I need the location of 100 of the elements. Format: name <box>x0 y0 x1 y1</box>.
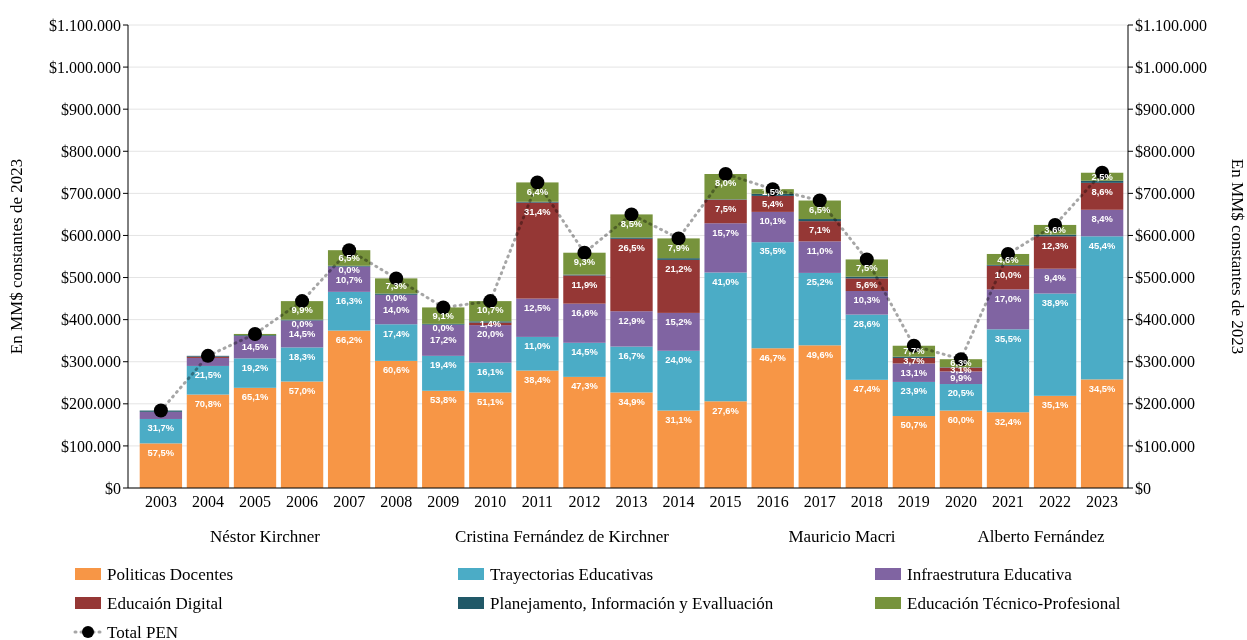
x-tick-label: 2010 <box>474 493 507 510</box>
y2-tick-label: $300.000 <box>1135 353 1195 371</box>
y2-axis-title: En MM$ constantes de 2023 <box>1228 158 1247 355</box>
y2-tick-label: $1.100.000 <box>1135 16 1207 34</box>
x-tick-label: 2015 <box>709 493 742 510</box>
annotation: 0,0% <box>432 321 455 333</box>
y-tick-label: $1.100.000 <box>49 16 121 34</box>
x-tick-label: 2004 <box>191 493 224 510</box>
x-tick-label: 2021 <box>991 493 1024 510</box>
annotation: 38,9% <box>1041 296 1069 308</box>
x-tick-label: 2022 <box>1039 493 1072 510</box>
legend-label: Educación Técnico-Profesional <box>907 593 1121 613</box>
x-tick-label: 2003 <box>144 493 177 510</box>
y2-tick-label: $0 <box>1135 479 1151 497</box>
annotation: 10,1% <box>759 215 787 227</box>
annotation: 16,1% <box>477 365 505 377</box>
annotation: 17,4% <box>382 327 411 339</box>
x-tick-label: 2023 <box>1086 493 1119 510</box>
annotation: 60,6% <box>382 364 411 376</box>
annotation: 6,3% <box>950 357 973 369</box>
annotation: 9,9% <box>291 304 314 316</box>
annotation: 65,1% <box>241 391 269 403</box>
annotation: 12,5% <box>524 301 552 313</box>
annotation: 66,2% <box>335 333 364 345</box>
annotation: 16,7% <box>618 349 646 361</box>
annotation: 45,4% <box>1088 239 1117 251</box>
annotation: 20,0% <box>477 328 505 340</box>
annotation: 14,5% <box>241 341 269 353</box>
y2-tick-label: $900.000 <box>1135 100 1195 118</box>
annotation: 5,4% <box>762 198 785 210</box>
legend-label: Trayectorias Educativas <box>490 564 654 584</box>
annotation: 7,5% <box>714 202 737 214</box>
y2-tick-label: $1.000.000 <box>1135 58 1207 76</box>
annotation: 11,0% <box>806 244 834 256</box>
text: Cristina Fernández de Kirchner <box>455 527 670 546</box>
x-tick-label: 2012 <box>568 493 601 510</box>
annotation: 60,0% <box>947 413 975 425</box>
annotation: 8,0% <box>714 177 737 189</box>
x-tick-label: 2018 <box>850 493 883 510</box>
annotation: 14,5% <box>571 346 599 358</box>
y-tick-label: $800.000 <box>61 142 121 160</box>
annotation: 10,7% <box>335 273 364 285</box>
annotation: 17,2% <box>429 333 458 345</box>
y-tick-label: $400.000 <box>61 311 121 329</box>
annotation: 16,3% <box>335 295 364 307</box>
annotation: 7,5% <box>856 262 879 274</box>
text: Mauricio Macri <box>788 527 896 546</box>
annotation: 35,5% <box>759 245 787 257</box>
annotation: 50,7% <box>900 419 928 431</box>
annotation: 10,3% <box>853 294 881 306</box>
annotation: 31,1% <box>665 413 693 425</box>
annotation: 6,4% <box>526 185 549 197</box>
annotation: 0,0% <box>385 292 408 304</box>
x-tick-label: 2020 <box>944 493 977 510</box>
x-tick-label: 2013 <box>615 493 648 510</box>
annotation: 47,4% <box>853 383 881 395</box>
annotation: 46,7% <box>759 351 787 363</box>
annotation: 15,7% <box>712 226 740 238</box>
y-tick-label: $100.000 <box>61 437 121 455</box>
legend-label: Educaión Digital <box>107 593 223 613</box>
x-tick-label: 2017 <box>803 493 836 510</box>
annotation: 38,4% <box>524 373 552 385</box>
annotation: 13,1% <box>900 366 928 378</box>
annotation: 24,0% <box>665 354 693 366</box>
legend-label: Politicas Docentes <box>107 564 234 584</box>
annotation: 49,6% <box>806 348 834 360</box>
annotation: 4,6% <box>997 253 1020 265</box>
annotation: 35,1% <box>1041 399 1069 411</box>
annotation: 23,9% <box>900 385 928 397</box>
annotation: 7,1% <box>809 224 832 236</box>
y-tick-label: $700.000 <box>61 184 121 202</box>
y2-tick-label: $800.000 <box>1135 142 1195 160</box>
annotation: 7,7% <box>903 345 926 357</box>
annotation: 8,4% <box>1091 213 1114 225</box>
annotation: 1,4% <box>479 318 502 330</box>
y-tick-label: $900.000 <box>61 100 121 118</box>
annotation: 26,5% <box>618 242 646 254</box>
annotation: 19,4% <box>429 359 458 371</box>
annotation: 53,8% <box>429 394 458 406</box>
annotation: 70,8% <box>194 397 222 409</box>
annotation: 34,9% <box>618 395 646 407</box>
annotation: 15,2% <box>665 316 693 328</box>
y-tick-label: $1.000.000 <box>49 58 121 76</box>
x-tick-label: 2009 <box>427 493 460 510</box>
annotation: 8,5% <box>620 217 643 229</box>
annotation: 11,9% <box>571 278 599 290</box>
y-tick-label: $600.000 <box>61 227 121 245</box>
y-tick-label: $500.000 <box>61 269 121 287</box>
y2-tick-label: $100.000 <box>1135 437 1195 455</box>
annotation: 21,2% <box>665 263 693 275</box>
y2-tick-label: $600.000 <box>1135 227 1195 245</box>
annotation: 6,5% <box>338 252 361 264</box>
legend-label: Total PEN <box>107 622 179 640</box>
y-tick-label: $0 <box>105 479 121 497</box>
annotation: 9,1% <box>432 309 455 321</box>
annotation: 51,1% <box>477 395 505 407</box>
x-tick-label: 2014 <box>662 493 695 510</box>
annotation: 3,6% <box>1044 224 1067 236</box>
legend-label: Infraestrutura Educativa <box>907 564 1073 584</box>
x-tick-label: 2019 <box>897 493 930 510</box>
